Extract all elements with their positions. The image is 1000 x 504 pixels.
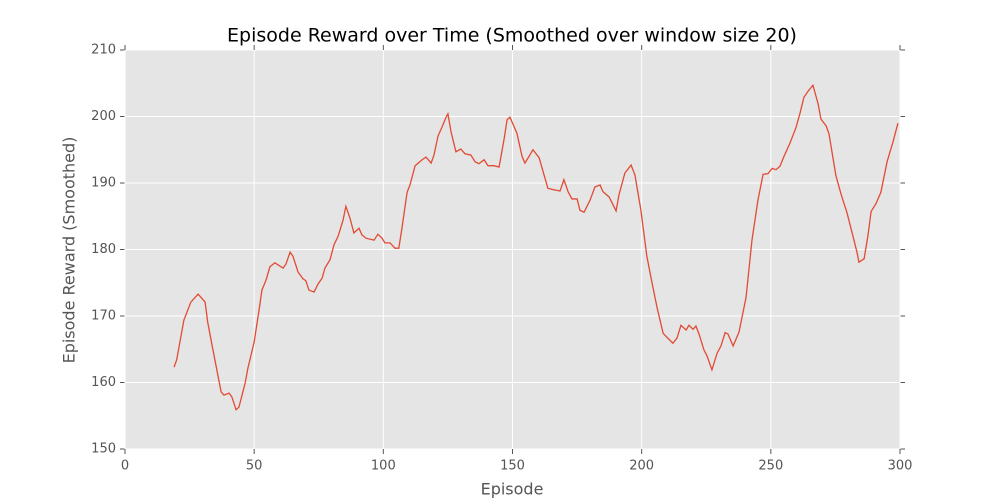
- x-tick-label: 150: [500, 459, 525, 474]
- plot: 150 160 170 180 190 200 210 0 50 100 150 200 250 300: [91, 43, 912, 474]
- x-tick-label: 100: [371, 459, 396, 474]
- y-tick-label: 170: [91, 309, 116, 324]
- x-tick-label: 50: [246, 459, 263, 474]
- x-tick-label: 300: [888, 459, 913, 474]
- x-tick-label: 200: [629, 459, 654, 474]
- x-tick-label: 0: [121, 459, 129, 474]
- chart-title: Episode Reward over Time (Smoothed over …: [227, 25, 797, 47]
- y-axis-label: Episode Reward (Smoothed): [60, 137, 79, 364]
- y-tick-label: 190: [91, 176, 116, 191]
- x-axis-label: Episode: [481, 480, 544, 499]
- y-tick-label: 160: [91, 375, 116, 390]
- y-tick-label: 200: [91, 109, 116, 124]
- y-tick-label: 150: [91, 442, 116, 457]
- x-tick-label: 250: [758, 459, 783, 474]
- line-series: [173, 83, 899, 411]
- y-tick-label: 210: [91, 43, 116, 58]
- y-tick-label: 180: [91, 242, 116, 257]
